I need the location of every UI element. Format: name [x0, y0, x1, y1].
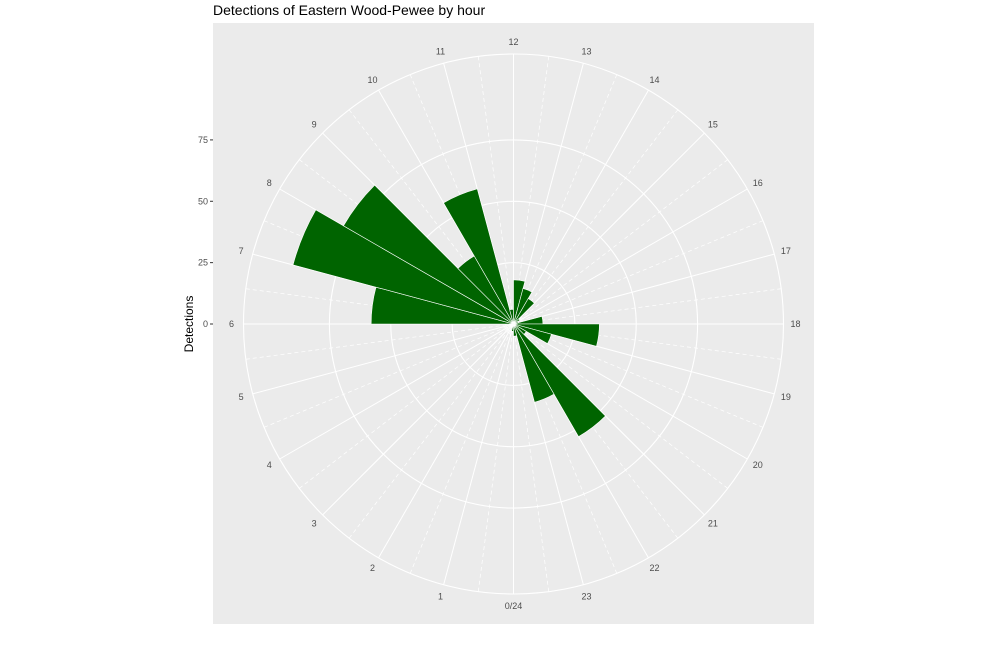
- hour-labels: 0/24123456789101112131415161718192021222…: [229, 37, 801, 611]
- hour-label: 1: [438, 591, 443, 601]
- bar-hour-14: [513, 298, 535, 325]
- hour-label: 5: [239, 392, 244, 402]
- x-gridline: [279, 323, 514, 460]
- hour-label: 2: [370, 563, 375, 573]
- hour-label: 15: [708, 120, 718, 130]
- hour-label: 20: [753, 460, 763, 470]
- x-gridline: [513, 132, 705, 325]
- x-gridline: [513, 63, 584, 325]
- y-tick-label: 25: [198, 258, 208, 268]
- x-minor-gridline: [409, 323, 514, 574]
- bar-hour-22: [513, 323, 555, 403]
- x-gridline: [252, 323, 514, 395]
- hour-label: 22: [649, 563, 659, 573]
- hour-label: 14: [649, 75, 659, 85]
- x-minor-gridline: [513, 56, 550, 325]
- bars: [292, 184, 606, 438]
- hour-label: 0/24: [505, 601, 523, 611]
- x-minor-gridline: [299, 323, 514, 489]
- y-tick-label: 50: [198, 196, 208, 206]
- hour-label: 12: [508, 37, 518, 47]
- bar-hour-23: [513, 323, 518, 337]
- hour-label: 13: [581, 47, 591, 57]
- hour-label: 6: [229, 319, 234, 329]
- x-minor-gridline: [263, 323, 514, 428]
- bar-hour-8: [343, 184, 514, 325]
- x-minor-gridline: [513, 74, 618, 325]
- x-minor-gridline: [513, 220, 764, 325]
- hour-label: 7: [239, 246, 244, 256]
- hour-label: 4: [267, 460, 272, 470]
- y-tick-label: 0: [203, 319, 208, 329]
- hour-label: 3: [312, 518, 317, 528]
- bar-hour-15: [513, 318, 521, 325]
- hour-label: 21: [708, 518, 718, 528]
- hour-label: 11: [436, 47, 445, 57]
- bar-hour-13: [513, 288, 533, 325]
- y-tick-label: 75: [198, 135, 208, 145]
- x-minor-gridline: [513, 323, 728, 489]
- x-minor-gridline: [477, 56, 514, 325]
- hour-label: 10: [367, 75, 377, 85]
- x-minor-gridline: [513, 109, 679, 325]
- x-minor-gridline: [513, 323, 764, 428]
- x-gridline: [513, 323, 748, 460]
- hour-label: 8: [267, 178, 272, 188]
- bar-hour-10: [443, 188, 514, 325]
- x-gridline: [513, 253, 775, 325]
- hour-label: 19: [781, 392, 791, 402]
- x-minor-gridline: [513, 159, 728, 325]
- x-gridline: [513, 89, 649, 325]
- x-gridline: [513, 188, 748, 325]
- hour-label: 18: [790, 319, 800, 329]
- hour-label: 9: [312, 120, 317, 130]
- hour-label: 16: [753, 178, 763, 188]
- x-minor-gridline: [245, 323, 514, 360]
- chart-title: Detections of Eastern Wood-Pewee by hour: [213, 2, 485, 18]
- hour-label: 17: [781, 246, 791, 256]
- bar-hour-19: [513, 323, 552, 345]
- y-axis-title: Detections: [182, 296, 196, 353]
- bar-hour-7: [292, 209, 514, 325]
- x-gridline: [322, 323, 514, 516]
- hour-label: 23: [581, 591, 591, 601]
- bar-hour-21: [513, 323, 606, 438]
- x-minor-gridline: [477, 323, 514, 592]
- x-minor-gridline: [513, 288, 782, 325]
- x-minor-gridline: [513, 323, 550, 592]
- x-minor-gridline: [348, 323, 514, 539]
- x-gridline: [443, 323, 514, 585]
- y-ticks: 0 25 50 75: [198, 135, 213, 329]
- x-gridline: [378, 323, 514, 559]
